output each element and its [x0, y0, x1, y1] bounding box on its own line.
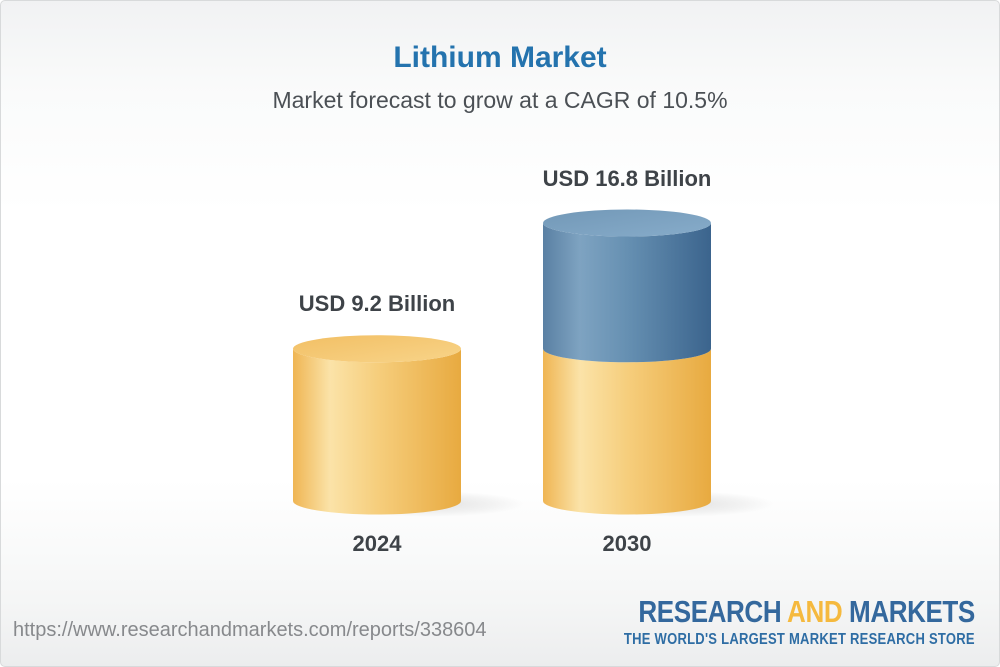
research-and-markets-logo: RESEARCH AND MARKETS THE WORLD'S LARGEST… — [624, 596, 975, 648]
value-label-2024: USD 9.2 Billion — [298, 291, 456, 317]
value-label-2030: USD 16.8 Billion — [542, 165, 712, 191]
source-url: https://www.researchandmarkets.com/repor… — [13, 619, 487, 641]
logo-word-markets: MARKETS — [849, 594, 975, 629]
logo-wordmark: RESEARCH AND MARKETS — [624, 594, 976, 629]
year-label-2030: 2030 — [602, 531, 652, 556]
logo-tagline: THE WORLD'S LARGEST MARKET RESEARCH STOR… — [623, 631, 975, 648]
bars-group — [293, 209, 774, 517]
year-label-2024: 2024 — [352, 531, 402, 556]
logo-word-research: RESEARCH — [638, 594, 782, 629]
logo-word-and: AND — [787, 594, 843, 629]
page-title: Lithium Market — [393, 41, 607, 74]
page-subtitle: Market forecast to grow at a CAGR of 10.… — [272, 87, 728, 113]
